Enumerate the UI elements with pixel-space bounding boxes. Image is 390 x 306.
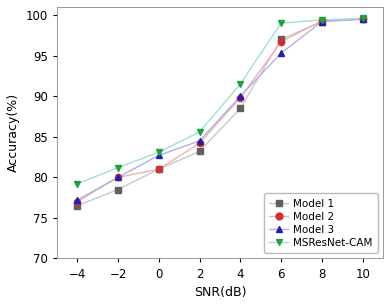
MSResNet-CAM [279, 21, 284, 25]
MSResNet-CAM [319, 18, 324, 22]
Model 2 [197, 141, 202, 145]
Line: Model 3: Model 3 [74, 16, 366, 203]
Model 3 [156, 154, 161, 157]
Model 2 [75, 200, 80, 203]
Model 1 [75, 204, 80, 207]
Model 3 [197, 139, 202, 143]
Model 3 [279, 51, 284, 55]
Model 1 [197, 150, 202, 153]
Line: MSResNet-CAM: MSResNet-CAM [74, 15, 366, 187]
MSResNet-CAM [238, 82, 243, 86]
MSResNet-CAM [75, 182, 80, 186]
Line: Model 2: Model 2 [74, 16, 366, 205]
Model 1 [319, 20, 324, 23]
Y-axis label: Accuracy(%): Accuracy(%) [7, 93, 20, 172]
Model 2 [360, 17, 365, 21]
MSResNet-CAM [197, 130, 202, 134]
Model 1 [156, 167, 161, 171]
Legend: Model 1, Model 2, Model 3, MSResNet-CAM: Model 1, Model 2, Model 3, MSResNet-CAM [264, 193, 378, 253]
X-axis label: SNR(dB): SNR(dB) [194, 286, 246, 299]
Model 2 [319, 19, 324, 23]
Model 3 [238, 94, 243, 98]
Model 2 [279, 40, 284, 44]
MSResNet-CAM [360, 17, 365, 20]
Line: Model 1: Model 1 [74, 16, 366, 209]
Model 1 [238, 106, 243, 110]
MSResNet-CAM [156, 150, 161, 154]
MSResNet-CAM [115, 166, 120, 170]
Model 2 [156, 167, 161, 171]
Model 3 [75, 198, 80, 202]
Model 2 [238, 96, 243, 100]
Model 3 [360, 17, 365, 21]
Model 1 [115, 188, 120, 191]
Model 1 [279, 38, 284, 41]
Model 2 [115, 176, 120, 179]
Model 1 [360, 17, 365, 21]
Model 3 [115, 176, 120, 179]
Model 3 [319, 20, 324, 23]
